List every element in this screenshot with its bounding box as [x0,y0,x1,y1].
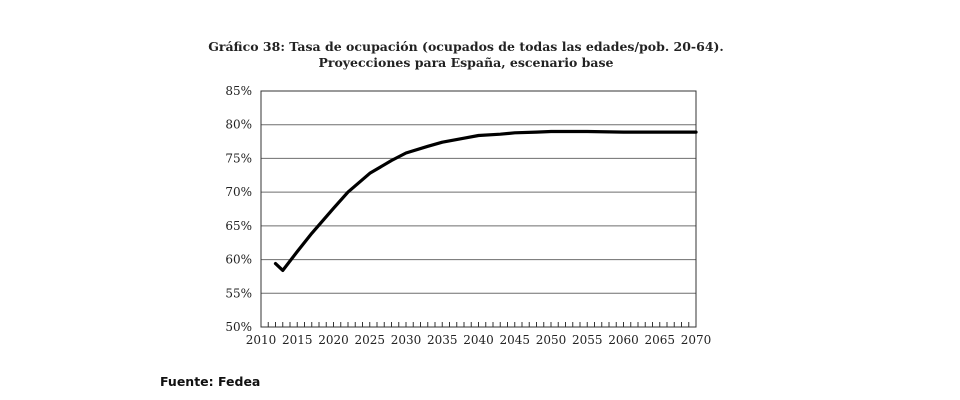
y-tick-label: 70% [225,185,252,199]
x-tick-label: 2055 [572,333,603,347]
plot-area-border [260,90,697,328]
chart-subtitle: Proyecciones para España, escenario base [318,55,613,70]
y-tick-label: 50% [225,320,252,334]
source-note: Fuente: Fedea [160,374,261,389]
x-minor-ticks [267,322,690,327]
y-tick-label: 85% [225,84,252,98]
x-tick-label: 2065 [644,333,675,347]
x-tick-label: 2025 [354,333,385,347]
y-tick-label: 60% [225,253,252,267]
x-tick-label: 2050 [536,333,567,347]
y-tick-label: 55% [225,286,252,300]
x-tick-label: 2045 [499,333,530,347]
y-tick-label: 80% [225,118,252,132]
x-tick-label: 2040 [463,333,494,347]
x-tick-label: 2010 [246,333,277,347]
x-tick-label: 2015 [282,333,313,347]
x-tick-label: 2070 [681,333,712,347]
x-tick-label: 2020 [318,333,349,347]
y-tick-label: 75% [225,151,252,165]
x-tick-label: 2030 [391,333,422,347]
chart-title: Gráfico 38: Tasa de ocupación (ocupados … [208,39,724,54]
y-tick-label: 65% [225,219,252,233]
x-tick-label: 2060 [608,333,639,347]
x-axis-labels: 2010 2015 2020 2025 2030 2035 2040 2045 2050 2055… [246,333,712,347]
x-tick-label: 2035 [427,333,458,347]
series-line-0 [273,129,698,272]
gridlines [261,124,696,294]
y-axis-labels: 50% 55% 60% 65% 70% 75% 80% 85% [225,84,252,334]
series [273,129,698,272]
